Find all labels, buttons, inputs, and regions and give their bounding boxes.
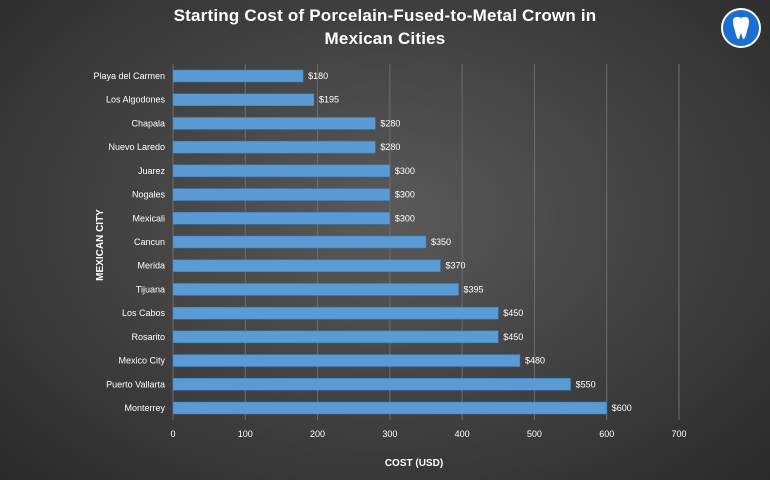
category-label: Merida	[137, 261, 165, 271]
y-axis-title: MEXICAN CITY	[95, 209, 106, 281]
bars	[172, 69, 607, 415]
bar	[172, 212, 391, 225]
chart-title: Starting Cost of Porcelain-Fused-to-Meta…	[0, 4, 770, 50]
x-tick-label: 500	[527, 429, 542, 439]
data-label: $300	[395, 213, 415, 223]
bar	[172, 283, 459, 296]
tooth-logo-icon	[721, 8, 761, 48]
category-label: Los Cabos	[122, 308, 166, 318]
data-label: $300	[395, 190, 415, 200]
category-label: Puerto Vallarta	[106, 379, 165, 389]
category-label: Playa del Carmen	[93, 71, 165, 81]
category-label: Tijuana	[136, 284, 165, 294]
data-label: $370	[445, 261, 465, 271]
data-label: $550	[576, 379, 596, 389]
data-label: $350	[431, 237, 451, 247]
category-label: Chapala	[131, 118, 165, 128]
data-label: $300	[395, 166, 415, 176]
tooth-shape	[733, 17, 749, 39]
data-label: $195	[319, 95, 339, 105]
category-label: Nogales	[132, 190, 166, 200]
chart-title-line-2: Mexican Cities	[324, 29, 446, 48]
bar	[172, 69, 304, 83]
category-label: Cancun	[134, 237, 165, 247]
category-label: Mexico City	[118, 356, 165, 366]
bar	[172, 235, 427, 249]
bar	[172, 117, 376, 130]
category-label: Juarez	[138, 166, 166, 176]
x-tick-label: 100	[238, 429, 253, 439]
x-tick-label: 0	[170, 429, 175, 439]
x-tick-label: 700	[671, 429, 686, 439]
data-label: $450	[503, 308, 523, 318]
x-tick-label: 600	[599, 429, 614, 439]
data-label: $180	[308, 71, 328, 81]
category-label: Nuevo Laredo	[108, 142, 165, 152]
bar	[172, 378, 571, 391]
data-label: $395	[464, 284, 484, 294]
category-label: Rosarito	[131, 332, 165, 342]
chart-title-line-1: Starting Cost of Porcelain-Fused-to-Meta…	[173, 6, 597, 25]
x-tick-label: 400	[455, 429, 470, 439]
x-tick-label: 200	[310, 429, 325, 439]
bar	[172, 93, 315, 106]
x-tick-labels: 0 100 200 300 400 500 600 700	[170, 429, 686, 439]
data-label: $480	[525, 356, 545, 366]
bar	[172, 188, 391, 201]
bar	[172, 259, 441, 272]
data-label: $600	[612, 403, 632, 413]
category-labels: Playa del Carmen Los Algodones Chapala Nuev…	[93, 71, 165, 413]
category-label: Monterrey	[124, 403, 165, 413]
category-label: Los Algodones	[106, 95, 166, 105]
bar	[172, 140, 376, 154]
bar	[172, 330, 499, 344]
data-labels: $180 $195 $280 $280 $300 $300 $300 $350 $370 $395…	[308, 71, 632, 413]
data-label: $450	[503, 332, 523, 342]
data-label: $280	[380, 142, 400, 152]
bar	[172, 164, 391, 178]
bar	[172, 401, 607, 415]
bar	[172, 354, 521, 367]
x-axis-title: COST (USD)	[385, 458, 443, 469]
category-label: Mexicali	[132, 213, 165, 223]
bar	[172, 306, 499, 320]
data-label: $280	[380, 118, 400, 128]
x-tick-label: 300	[382, 429, 397, 439]
